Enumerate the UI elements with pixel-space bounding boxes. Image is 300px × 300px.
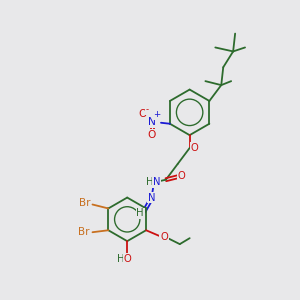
Text: Br: Br bbox=[79, 199, 90, 208]
Text: N: N bbox=[148, 193, 156, 202]
Text: O: O bbox=[148, 130, 156, 140]
Text: -: - bbox=[146, 105, 149, 114]
Text: N: N bbox=[153, 177, 161, 187]
Text: O: O bbox=[160, 232, 168, 242]
Text: O: O bbox=[178, 171, 186, 181]
Text: Br: Br bbox=[78, 227, 89, 237]
Text: H: H bbox=[116, 254, 124, 264]
Text: O: O bbox=[191, 143, 199, 153]
Text: H: H bbox=[136, 208, 144, 218]
Text: +: + bbox=[153, 110, 161, 119]
Text: O: O bbox=[123, 254, 131, 264]
Text: O: O bbox=[138, 109, 146, 119]
Text: H: H bbox=[146, 177, 154, 187]
Text: N: N bbox=[148, 117, 156, 127]
